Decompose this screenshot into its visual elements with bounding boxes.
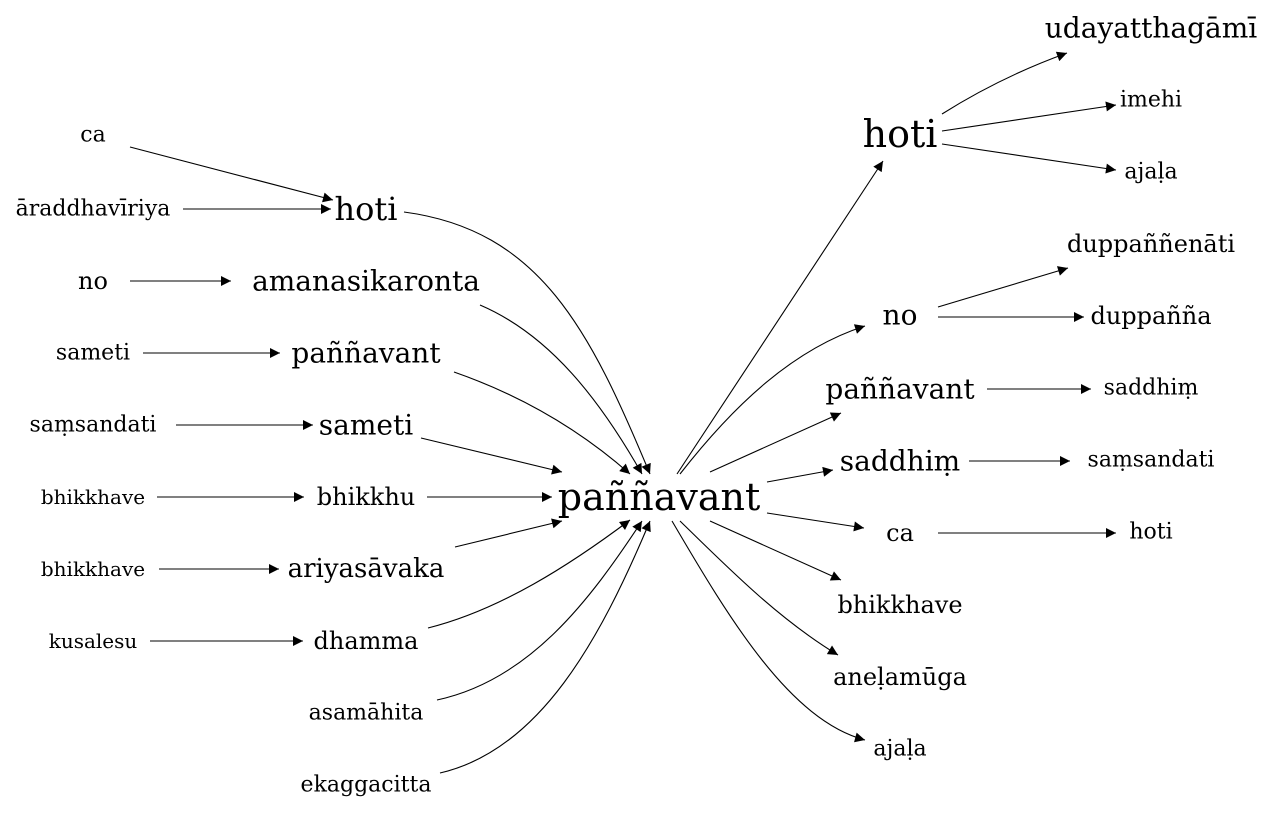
- edge-center-to-hoti: [676, 160, 884, 475]
- edge-ariyasavaka-to-center: [454, 518, 563, 548]
- node-pannavant: paññavant: [291, 337, 441, 370]
- node-hoti: hoti: [1129, 520, 1172, 545]
- edge-pannavant-to-center: [453, 371, 631, 475]
- node-ajala: ajaḷa: [1124, 160, 1177, 185]
- edge-ekaggacitta-to-center: [439, 520, 651, 774]
- node-ca: ca: [886, 519, 914, 547]
- edge-center-to-bhikkhave: [709, 520, 842, 581]
- node-asamahita: asamāhita: [309, 701, 424, 726]
- node-pannavant: paññavant: [825, 373, 975, 406]
- node-bhikkhave: bhikkhave: [41, 557, 145, 581]
- node-hoti: hoti: [863, 112, 938, 156]
- edge-center-to-saddhim: [766, 466, 834, 483]
- node-ariyasavaka: ariyasāvaka: [288, 554, 445, 584]
- node-no: no: [78, 267, 108, 295]
- edge-hoti-to-center: [403, 211, 651, 475]
- edge-ca-to-hoti: [129, 146, 334, 203]
- node-no: no: [883, 299, 918, 332]
- edge-hoti-to-imehi: [941, 101, 1117, 132]
- node-sameti: sameti: [319, 409, 413, 442]
- node-araddhaviriya: āraddhavīriya: [16, 197, 171, 222]
- edge-hoti-to-ajala: [941, 143, 1117, 174]
- edges-layer: [129, 51, 1117, 774]
- node-samsandati: saṃsandati: [1088, 448, 1215, 473]
- node-bhikkhu: bhikkhu: [317, 483, 416, 511]
- node-duppanna: duppañña: [1090, 302, 1211, 330]
- node-ca: ca: [80, 123, 105, 148]
- edge-dhamma-to-center: [427, 519, 631, 629]
- node-sameti: sameti: [56, 341, 130, 366]
- edge-sameti-to-center: [420, 437, 563, 475]
- node-anelamuga: aneḷamūga: [833, 663, 967, 691]
- edge-center-to-pannavant: [709, 412, 842, 473]
- edge-hoti-to-udayatthagami: [941, 51, 1068, 115]
- edge-amanasikaronta-to-center: [479, 304, 643, 475]
- nodes-layer: paññavant ca āraddhavīriya no sameti saṃ…: [16, 12, 1258, 798]
- edge-center-to-no: [679, 324, 866, 475]
- node-udayatthagami: udayatthagāmī: [1045, 12, 1258, 45]
- node-ekaggacitta: ekaggacitta: [301, 773, 432, 798]
- edge-center-to-ca: [766, 512, 865, 532]
- node-dhamma: dhamma: [314, 627, 419, 655]
- node-bhikkhave: bhikkhave: [41, 485, 145, 509]
- edge-center-to-anelamuga: [679, 520, 839, 656]
- node-amanasikaronta: amanasikaronta: [252, 265, 480, 298]
- edge-center-to-ajala: [671, 520, 866, 743]
- node-hoti: hoti: [335, 190, 398, 228]
- edge-asamahita-to-center: [436, 520, 643, 701]
- node-saddhim: saddhiṃ: [840, 445, 960, 478]
- node-center: paññavant: [558, 475, 760, 519]
- node-kusalesu: kusalesu: [49, 629, 138, 653]
- node-bhikkhave: bhikkhave: [837, 591, 962, 619]
- node-imehi: imehi: [1120, 88, 1182, 113]
- edge-no-to-duppannenati: [937, 266, 1069, 308]
- node-ajala: ajaḷa: [873, 737, 926, 762]
- node-samsandati: saṃsandati: [30, 413, 157, 438]
- node-saddhim: saddhiṃ: [1104, 376, 1199, 401]
- node-duppannenati: duppaññenāti: [1067, 230, 1235, 258]
